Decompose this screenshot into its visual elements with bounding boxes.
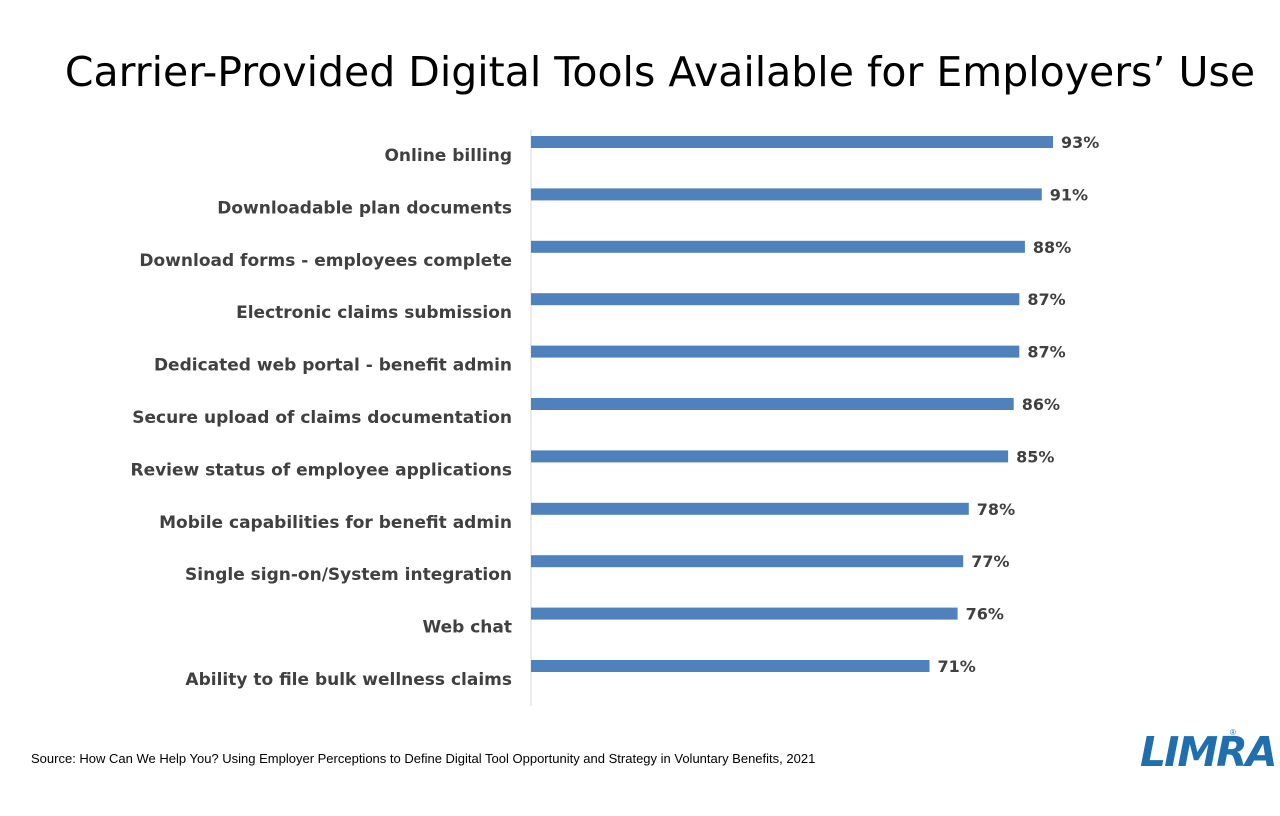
category-label: Web chat bbox=[422, 618, 512, 638]
bar bbox=[531, 450, 1009, 463]
category-label: Review status of employee applications bbox=[130, 460, 512, 480]
bars-group: Online billing 93% Downloadable plan docum… bbox=[130, 133, 1099, 690]
data-label: 87% bbox=[1027, 290, 1065, 309]
bar bbox=[531, 502, 969, 515]
bar bbox=[531, 188, 1042, 201]
bar bbox=[531, 555, 964, 568]
data-label: 71% bbox=[938, 657, 976, 676]
category-label: Electronic claims submission bbox=[236, 303, 512, 323]
data-label: 77% bbox=[971, 552, 1009, 571]
data-label: 93% bbox=[1061, 133, 1099, 152]
category-label: Mobile capabilities for benefit admin bbox=[159, 513, 512, 533]
bar bbox=[531, 293, 1020, 306]
category-label: Secure upload of claims documentation bbox=[132, 408, 512, 428]
category-label: Ability to file bulk wellness claims bbox=[185, 670, 512, 690]
limra-logo: LIMRA bbox=[1140, 728, 1277, 776]
bar bbox=[531, 136, 1053, 148]
category-label: Dedicated web portal - benefit admin bbox=[154, 356, 512, 376]
bar bbox=[531, 607, 958, 620]
data-label: 91% bbox=[1050, 185, 1088, 204]
category-label: Download forms - employees complete bbox=[139, 251, 512, 271]
category-label: Downloadable plan documents bbox=[217, 198, 512, 218]
category-label: Online billing bbox=[384, 146, 512, 166]
data-label: 88% bbox=[1033, 238, 1071, 257]
category-label: Single sign-on/System integration bbox=[185, 565, 512, 585]
data-label: 78% bbox=[977, 500, 1015, 519]
chart-title: Carrier-Provided Digital Tools Available… bbox=[64, 48, 1256, 96]
data-label: 87% bbox=[1027, 343, 1065, 362]
data-label: 76% bbox=[966, 605, 1004, 624]
bar bbox=[531, 398, 1014, 410]
bar bbox=[531, 660, 930, 672]
registered-mark-icon: ® bbox=[1230, 728, 1236, 737]
data-label: 85% bbox=[1016, 447, 1054, 466]
source-note: Source: How Can We Help You? Using Emplo… bbox=[31, 751, 816, 766]
data-label: 86% bbox=[1022, 395, 1060, 414]
bar bbox=[531, 345, 1020, 358]
bar bbox=[531, 240, 1025, 253]
